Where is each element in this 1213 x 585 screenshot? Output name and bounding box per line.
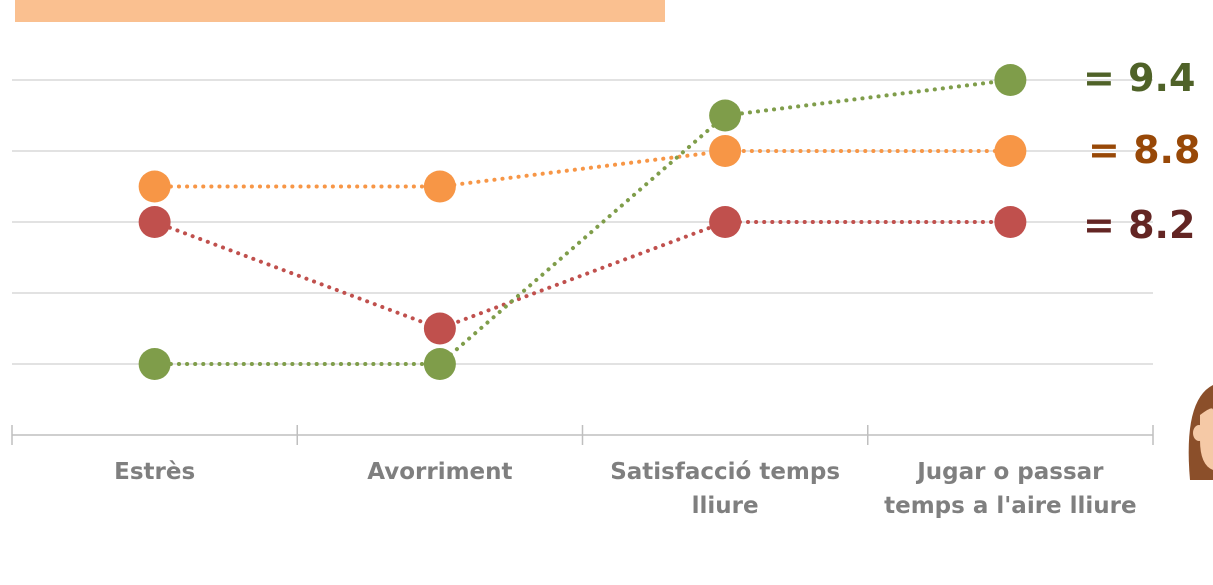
x-tick-label: Estrès (20, 455, 290, 489)
point (994, 135, 1026, 167)
series-line (155, 222, 1011, 329)
avatar (1189, 385, 1213, 480)
annotation: = 8.8 (1088, 130, 1200, 170)
series-line (155, 151, 1011, 187)
x-tick-label: Avorriment (305, 455, 575, 489)
point (994, 206, 1026, 238)
point (424, 313, 456, 345)
annotation: = 8.2 (1083, 205, 1195, 245)
page: Estrès Avorriment Satisfacció temps lliure… (0, 0, 1213, 585)
point (139, 348, 171, 380)
annotation: = 9.4 (1083, 58, 1195, 98)
point (139, 171, 171, 203)
x-tick-label: Satisfacció temps lliure (590, 455, 860, 523)
point (709, 206, 741, 238)
point (424, 171, 456, 203)
point (139, 206, 171, 238)
point (709, 135, 741, 167)
point (994, 64, 1026, 96)
point (424, 348, 456, 380)
point (709, 100, 741, 132)
header-bar (15, 0, 665, 22)
x-tick-label: Jugar o passar temps a l'aire lliure (875, 455, 1145, 523)
